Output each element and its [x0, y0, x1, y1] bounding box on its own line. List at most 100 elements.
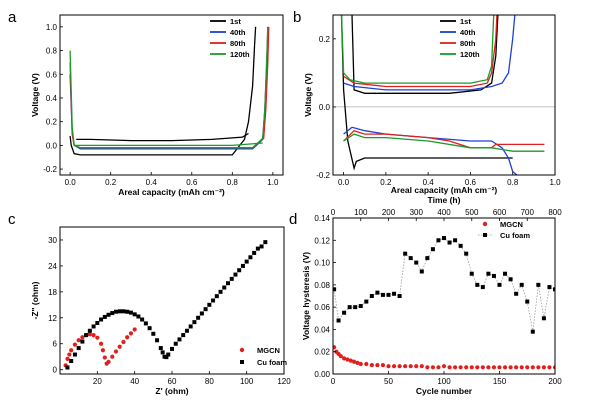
data-point-cu-foam — [91, 324, 96, 329]
y-tick-label: 0.2 — [46, 118, 58, 127]
data-point-cu-foam — [414, 260, 419, 265]
data-point-cu-foam — [403, 251, 408, 256]
legend-label: Cu foam — [500, 231, 530, 240]
x-tick-label: 120 — [277, 377, 291, 386]
series-line-80th — [343, 129, 545, 149]
y-tick-label: 0.06 — [314, 303, 330, 312]
panel-letter-b: b — [293, 9, 301, 26]
data-point-cu-foam — [233, 272, 238, 277]
data-point-cu-foam — [69, 359, 74, 364]
data-point-mgcn — [397, 364, 402, 369]
data-point-mgcn — [414, 364, 419, 369]
data-point-cu-foam — [369, 294, 374, 298]
y-axis-title: Voltage hysteresis (V) — [301, 252, 311, 340]
data-point-mgcn — [475, 365, 480, 370]
data-point-cu-foam — [170, 346, 174, 351]
data-point-mgcn — [536, 365, 541, 370]
data-point-mgcn — [121, 339, 126, 345]
data-point-cu-foam — [333, 287, 337, 292]
data-point-cu-foam — [480, 285, 485, 290]
data-point-cu-foam — [155, 338, 160, 343]
data-point-mgcn — [514, 365, 519, 370]
data-point-cu-foam — [464, 251, 469, 256]
data-point-cu-foam — [164, 355, 169, 360]
data-point-cu-foam — [536, 282, 541, 287]
data-point-mgcn — [375, 362, 380, 368]
y-tick-label: 0.0 — [319, 103, 331, 112]
x-tick-label: 1.0 — [267, 178, 279, 187]
data-point-mgcn — [348, 358, 353, 363]
legend-label: 1st — [230, 17, 241, 26]
y-tick-label: 30 — [48, 236, 57, 245]
data-point-cu-foam — [218, 289, 223, 294]
data-point-cu-foam — [519, 282, 524, 287]
data-point-cu-foam — [211, 298, 216, 303]
plot-frame — [59, 14, 284, 176]
data-point-cu-foam — [430, 247, 435, 252]
x2-tick-label: 600 — [493, 208, 507, 217]
legend-swatch — [240, 360, 244, 364]
data-point-mgcn — [364, 361, 369, 367]
x2-tick-label: 400 — [437, 208, 451, 217]
legend-swatch — [482, 221, 488, 227]
data-point-mgcn — [547, 365, 552, 370]
data-point-cu-foam — [192, 320, 197, 325]
data-point-cu-foam — [151, 331, 156, 336]
data-point-mgcn — [408, 364, 413, 369]
legend-label: MGCN — [257, 346, 280, 355]
panel-c: 20 40 60 80 100 120 0 6 12 18 24 30 Z' (ohm) -Z" (ohm… — [30, 226, 291, 396]
y-tick-label: -0.2 — [43, 165, 57, 174]
data-point-mgcn — [345, 357, 350, 362]
y-tick-label: -0.2 — [316, 171, 330, 180]
data-point-cu-foam — [252, 250, 257, 255]
data-point-cu-foam — [442, 236, 446, 241]
data-point-cu-foam — [226, 281, 230, 286]
data-point-mgcn — [65, 356, 70, 361]
y-tick-label: 0.04 — [314, 325, 330, 334]
x-tick-label: 0.0 — [338, 178, 350, 187]
data-point-mgcn — [419, 364, 424, 369]
series-line-1st — [340, 15, 513, 171]
data-point-cu-foam — [207, 302, 212, 307]
data-point-cu-foam — [375, 290, 380, 295]
x-tick-label: 100 — [240, 377, 254, 386]
data-point-mgcn — [72, 342, 78, 347]
data-point-cu-foam — [76, 346, 81, 351]
data-point-cu-foam — [87, 328, 92, 333]
x-tick-label: 0.8 — [227, 178, 239, 187]
legend-label: 1st — [460, 17, 471, 26]
data-point-mgcn — [338, 354, 343, 359]
data-point-mgcn — [380, 362, 386, 368]
data-point-mgcn — [125, 335, 130, 340]
legend-label: 80th — [460, 39, 476, 48]
data-point-mgcn — [497, 365, 502, 370]
legend-label: 40th — [230, 28, 246, 37]
x-tick-label: 200 — [548, 377, 562, 386]
data-point-mgcn — [530, 365, 535, 370]
data-point-mgcn — [508, 365, 513, 370]
data-point-cu-foam — [147, 326, 152, 331]
data-point-mgcn — [358, 361, 363, 367]
data-point-mgcn — [91, 332, 96, 338]
x2-axis-title: Time (h) — [428, 195, 461, 205]
data-point-cu-foam — [397, 294, 402, 298]
y-tick-label: 0.10 — [314, 259, 330, 268]
y-tick-label: 0.8 — [46, 47, 58, 56]
x-tick-label: 60 — [168, 377, 177, 386]
data-point-mgcn — [333, 345, 337, 350]
x-tick-label: 50 — [384, 377, 393, 386]
y-tick-label: 0.00 — [314, 370, 330, 379]
x-tick-label: 1.0 — [549, 178, 561, 187]
data-point-cu-foam — [436, 238, 441, 243]
data-point-mgcn — [100, 348, 106, 353]
y-tick-label: 0.14 — [314, 214, 330, 223]
data-point-cu-foam — [508, 277, 513, 282]
data-point-cu-foam — [353, 305, 358, 310]
data-point-cu-foam — [386, 292, 391, 297]
series-line-1st-charge — [76, 132, 249, 142]
x-tick-label: 0.8 — [507, 178, 519, 187]
data-point-mgcn — [113, 349, 119, 354]
data-point-cu-foam — [255, 246, 260, 251]
x-tick-label: 20 — [93, 377, 102, 386]
